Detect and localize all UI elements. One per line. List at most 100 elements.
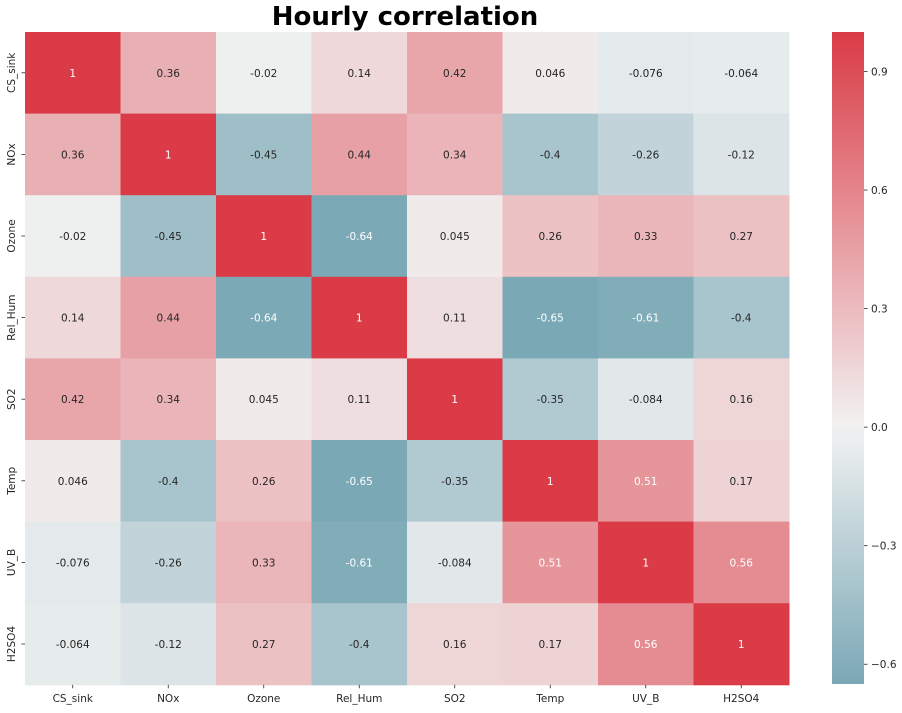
x-tick-label: CS_sink	[53, 693, 94, 705]
x-tick-label: Rel_Hum	[336, 693, 382, 705]
cell-annotation: -0.064	[56, 639, 90, 651]
heatmap-cell-NOx-NOx	[120, 113, 217, 196]
heatmap-cell-Rel_Hum-Ozone	[216, 276, 312, 359]
cell-annotation: -0.45	[250, 149, 277, 161]
cell-annotation: -0.02	[250, 68, 277, 80]
cell-annotation: -0.12	[155, 639, 182, 651]
cell-annotation: 0.34	[443, 149, 467, 161]
heatmap-cell-Ozone-CS_sink	[25, 195, 121, 278]
cell-annotation: -0.02	[59, 231, 86, 243]
cell-annotation: 0.27	[730, 231, 753, 243]
heatmap-cell-Rel_Hum-Temp	[502, 276, 599, 359]
cell-annotation: -0.65	[537, 313, 564, 325]
heatmap-cell-Temp-SO2	[407, 440, 503, 523]
cell-annotation: -0.64	[346, 231, 373, 243]
heatmap-cell-NOx-H2SO4	[693, 113, 790, 196]
heatmap-cell-Rel_Hum-NOx	[120, 276, 217, 359]
heatmap-cell-Rel_Hum-UV_B	[598, 276, 694, 359]
heatmap-cell-Rel_Hum-Rel_Hum	[311, 276, 408, 359]
cell-annotation: 1	[260, 231, 267, 243]
y-tick-label: NOx	[6, 143, 18, 165]
y-tick-label: Rel_Hum	[6, 294, 18, 340]
y-tick-label: Ozone	[6, 219, 18, 252]
x-tick-label: Temp	[535, 693, 564, 705]
heatmap-cell-CS_sink-SO2	[407, 32, 503, 115]
cell-annotation: 1	[356, 313, 363, 325]
colorbar-gradient	[832, 32, 864, 684]
heatmap-cell-SO2-Temp	[502, 358, 599, 441]
x-tick-label: NOx	[157, 693, 179, 705]
colorbar-tick-label: 0.6	[871, 185, 888, 197]
heatmap-cell-Temp-NOx	[120, 440, 217, 523]
heatmap-cell-NOx-Ozone	[216, 113, 312, 196]
cell-annotation: -0.61	[632, 313, 659, 325]
x-tick-label: Ozone	[247, 693, 280, 705]
cell-annotation: 0.14	[61, 313, 85, 325]
heatmap-cell-SO2-H2SO4	[693, 358, 790, 441]
heatmap-cell-H2SO4-SO2	[407, 603, 503, 686]
cell-annotation: 0.51	[634, 476, 657, 488]
cell-annotation: 1	[642, 557, 649, 569]
heatmap-cell-CS_sink-H2SO4	[693, 32, 790, 115]
heatmap-cell-NOx-UV_B	[598, 113, 694, 196]
cell-annotation: 0.17	[539, 639, 562, 651]
heatmap-cell-Temp-Temp	[502, 440, 599, 523]
cell-annotation: -0.064	[724, 68, 758, 80]
heatmap-cell-Rel_Hum-CS_sink	[25, 276, 121, 359]
colorbar-tick-label: −0.6	[871, 659, 897, 671]
cell-annotation: 1	[451, 394, 458, 406]
cell-annotation: -0.4	[540, 149, 561, 161]
x-tick-label: SO2	[444, 693, 466, 705]
heatmap-cell-CS_sink-NOx	[120, 32, 217, 115]
colorbar-tick-label: 0.3	[871, 304, 888, 316]
heatmap-cell-UV_B-Ozone	[216, 521, 312, 604]
cell-annotation: 0.33	[252, 557, 275, 569]
colorbar-tick-label: −0.3	[871, 541, 897, 553]
heatmap-cell-Temp-CS_sink	[25, 440, 121, 523]
cell-annotation: 0.046	[58, 476, 88, 488]
colorbar-tick-label: 0.0	[871, 422, 888, 434]
chart-title: Hourly correlation	[272, 2, 539, 32]
heatmap-cell-SO2-CS_sink	[25, 358, 121, 441]
cell-annotation: 0.51	[539, 557, 562, 569]
cell-annotation: 0.11	[443, 313, 466, 325]
heatmap-cell-H2SO4-Temp	[502, 603, 599, 686]
cell-annotation: 0.34	[157, 394, 181, 406]
y-tick-label: SO2	[6, 388, 18, 410]
cell-annotation: 0.42	[443, 68, 466, 80]
heatmap-cell-H2SO4-Ozone	[216, 603, 312, 686]
cell-annotation: -0.12	[728, 149, 755, 161]
heatmap-cells: 1 0.36 -0.02 0.14 0.42 0.046 -0.076 -0.064 0.36 1…	[25, 32, 790, 686]
cell-annotation: 1	[165, 149, 172, 161]
cell-annotation: 0.44	[157, 313, 181, 325]
cell-annotation: -0.35	[441, 476, 468, 488]
cell-annotation: -0.4	[349, 639, 370, 651]
heatmap-cell-UV_B-SO2	[407, 521, 503, 604]
cell-annotation: -0.45	[155, 231, 182, 243]
cell-annotation: 0.42	[61, 394, 84, 406]
heatmap-cell-CS_sink-Rel_Hum	[311, 32, 408, 115]
heatmap-cell-NOx-Temp	[502, 113, 599, 196]
cell-annotation: 0.44	[348, 149, 372, 161]
heatmap-cell-Rel_Hum-SO2	[407, 276, 503, 359]
cell-annotation: -0.35	[537, 394, 564, 406]
cell-annotation: 0.045	[249, 394, 279, 406]
cell-annotation: 0.56	[730, 557, 754, 569]
y-tick-label: Temp	[6, 466, 18, 495]
y-axis-ticks: CS_sink NOx Ozone Rel_Hum SO2 Temp UV_B H2SO4	[6, 52, 25, 662]
cell-annotation: 1	[69, 68, 76, 80]
heatmap-cell-H2SO4-NOx	[120, 603, 217, 686]
cell-annotation: -0.61	[346, 557, 373, 569]
heatmap-cell-UV_B-Temp	[502, 521, 599, 604]
cell-annotation: -0.26	[155, 557, 182, 569]
cell-annotation: -0.4	[158, 476, 179, 488]
cell-annotation: 0.17	[730, 476, 753, 488]
heatmap-cell-Ozone-Ozone	[216, 195, 312, 278]
cell-annotation: 0.56	[634, 639, 658, 651]
cell-annotation: 0.11	[348, 394, 371, 406]
heatmap-cell-H2SO4-H2SO4	[693, 603, 790, 686]
cell-annotation: 1	[738, 639, 745, 651]
heatmap-cell-SO2-Ozone	[216, 358, 312, 441]
heatmap-cell-UV_B-H2SO4	[693, 521, 790, 604]
